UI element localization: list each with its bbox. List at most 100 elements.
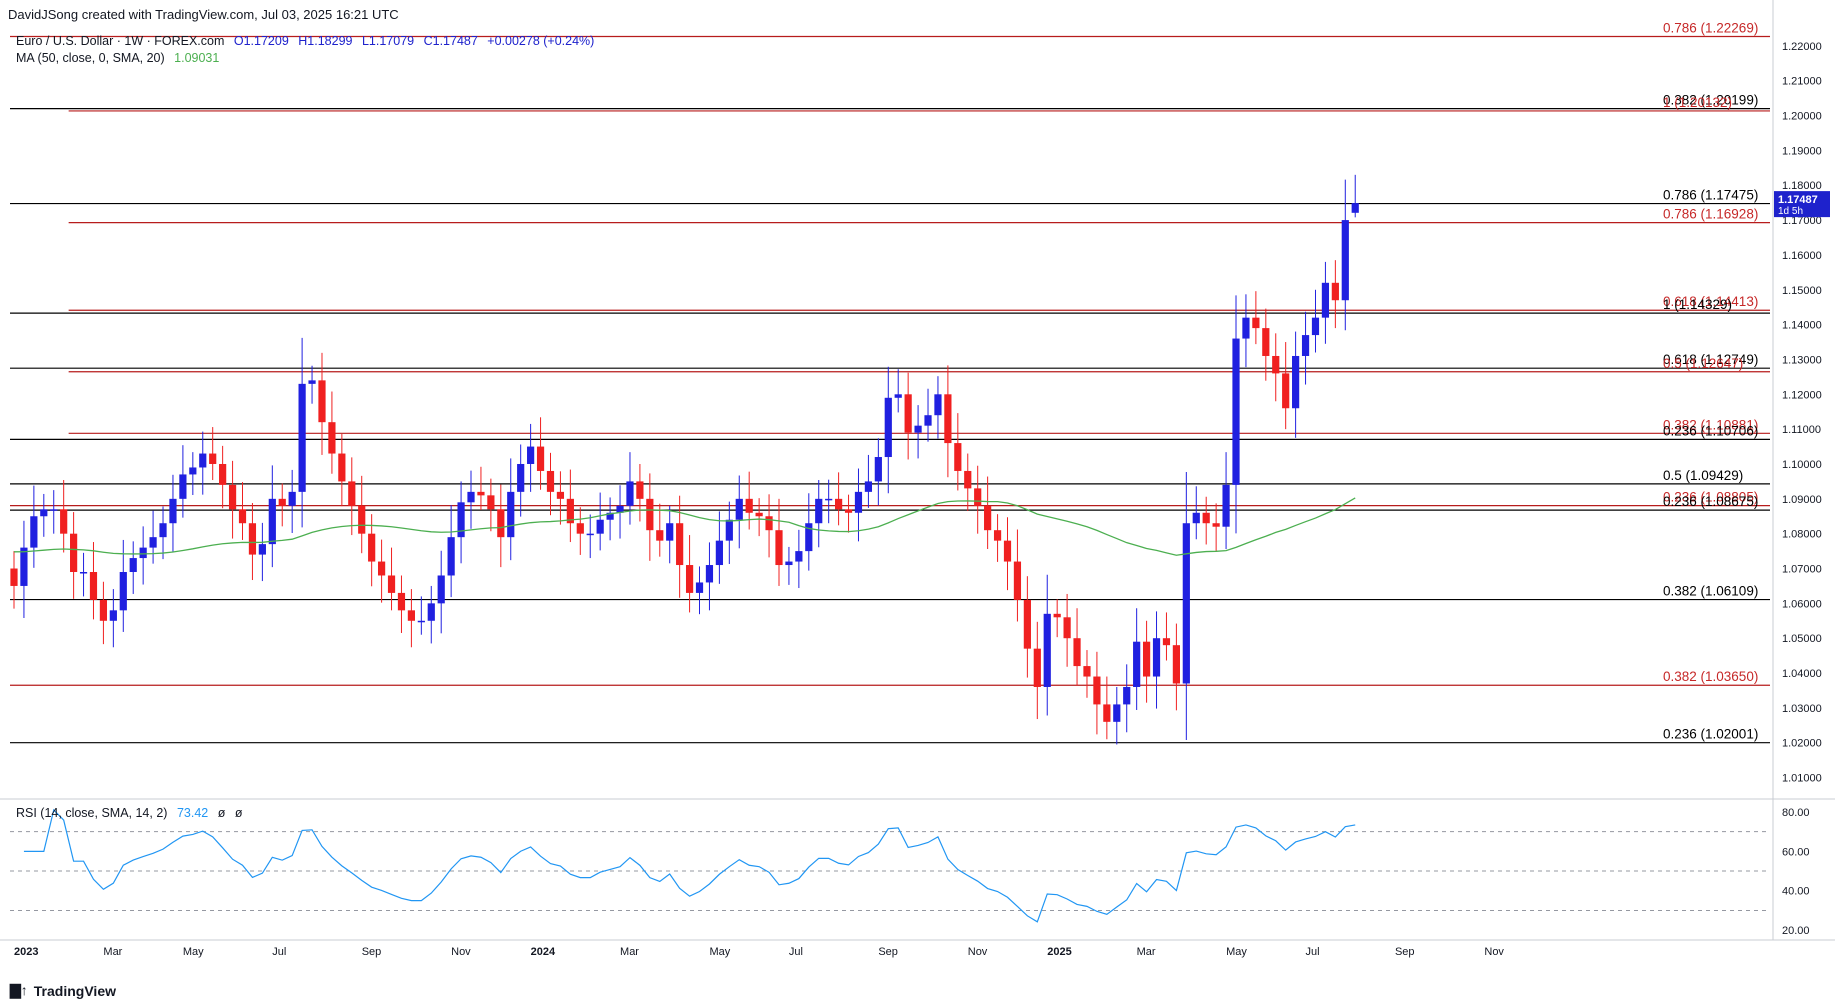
candle-body	[258, 544, 266, 555]
candle-body	[815, 498, 823, 524]
time-tick-label: Nov	[968, 946, 988, 958]
candle-body	[626, 481, 634, 506]
time-tick-label: 2025	[1047, 946, 1071, 958]
candle-body	[119, 572, 127, 611]
price-tick-label: 1.16000	[1782, 250, 1822, 262]
price-tick-label: 1.07000	[1782, 564, 1822, 576]
candle-body	[1252, 317, 1260, 329]
candle-body	[676, 523, 684, 566]
fib-level-label: 0.382 (1.06109)	[1663, 584, 1758, 599]
candle-body	[238, 509, 247, 524]
price-tick-label: 1.21000	[1782, 76, 1822, 88]
candle-body	[477, 491, 485, 496]
candle-body	[924, 415, 932, 426]
candle-body	[308, 380, 316, 384]
time-tick-label: Nov	[1484, 946, 1504, 958]
candle-body	[149, 537, 157, 548]
ohlc-open: O1.17209	[233, 34, 289, 48]
candle-body	[407, 610, 415, 621]
price-tick-label: 1.11000	[1782, 424, 1821, 436]
candle-body	[447, 537, 455, 576]
candle-body	[268, 498, 276, 545]
candle-body	[1123, 686, 1131, 705]
candle-body	[934, 394, 942, 416]
candle-body	[1242, 317, 1250, 339]
price-tick-label: 1.18000	[1782, 180, 1822, 192]
price-tick-label: 1.13000	[1782, 354, 1822, 366]
tradingview-logo[interactable]: ▇↑ TradingView	[10, 982, 116, 999]
candle-body	[984, 505, 992, 531]
time-tick-label: Sep	[1395, 946, 1415, 958]
fib-level-label: 0.382 (1.03650)	[1663, 669, 1758, 684]
candle-body	[715, 540, 723, 566]
candle-body	[199, 453, 207, 468]
time-tick-label: 2024	[531, 946, 556, 958]
candle-body	[79, 572, 88, 574]
tradingview-logo-icon: ▇↑	[10, 982, 28, 998]
candle-body	[695, 582, 704, 593]
candle-body	[1103, 704, 1111, 722]
fib-level-label: 0.786 (1.17475)	[1663, 188, 1758, 203]
candle-body	[50, 509, 58, 511]
candle-body	[616, 505, 624, 513]
time-tick-label: May	[709, 946, 730, 958]
candle-body	[60, 509, 68, 534]
fib-level-label: 0.236 (1.10706)	[1663, 423, 1758, 438]
candle-body	[30, 516, 38, 548]
rsi-extra-2: ø	[234, 806, 243, 820]
candle-body	[219, 463, 227, 485]
candle-body	[10, 568, 18, 586]
candle-body	[89, 572, 98, 600]
candle-body	[1013, 561, 1022, 600]
candle-body	[1152, 638, 1161, 677]
candle-body	[1321, 282, 1330, 318]
candle-body	[666, 523, 674, 541]
rsi-tick-label: 40.00	[1782, 886, 1810, 898]
candle-body	[228, 484, 237, 510]
candle-body	[1272, 355, 1280, 374]
candle-body	[954, 443, 962, 471]
fib-level-label: 0.382 (1.10881)	[1663, 417, 1758, 432]
rsi-label: RSI (14, close, SMA, 14, 2)	[16, 806, 168, 820]
candle-body	[318, 380, 326, 423]
candle-body	[139, 547, 147, 559]
candle-body	[993, 530, 1002, 541]
time-tick-label: Jul	[1306, 946, 1320, 958]
candle-body	[527, 446, 535, 464]
candle-body	[368, 533, 376, 562]
symbol-legend: Euro / U.S. Dollar · 1W · FOREX.com O1.1…	[16, 34, 600, 48]
fib-level-label: 0.236 (1.08675)	[1663, 494, 1758, 509]
candle-body	[1262, 328, 1270, 356]
candle-body	[685, 565, 694, 593]
fib-level-label: 1 (1.20132)	[1663, 95, 1732, 110]
candle-body	[1073, 638, 1081, 667]
candle-body	[606, 512, 614, 520]
candle-body	[755, 512, 763, 517]
time-tick-label: Mar	[620, 946, 639, 958]
author-credit: DavidJSong created with TradingView.com,…	[8, 7, 399, 22]
candle-body	[417, 620, 425, 623]
price-tick-label: 1.05000	[1782, 633, 1822, 645]
ma50-line	[13, 497, 1356, 556]
candle-body	[189, 467, 197, 475]
rsi-tick-label: 20.00	[1782, 925, 1810, 937]
time-tick-label: Nov	[451, 946, 471, 958]
candle-body	[1341, 220, 1349, 301]
candle-body	[179, 474, 187, 499]
fib-level-label: 0.236 (1.08805)	[1663, 490, 1758, 505]
price-tick-label: 1.10000	[1782, 459, 1822, 471]
candle-body	[338, 453, 346, 482]
candle-body	[358, 505, 366, 534]
candle-body	[745, 498, 753, 513]
candle-body	[1351, 203, 1359, 213]
ohlc-low: L1.17079	[361, 34, 415, 48]
candle-body	[1301, 335, 1310, 356]
candle-body	[536, 446, 545, 471]
candle-body	[844, 509, 853, 513]
candle-body	[884, 397, 892, 458]
candle-body	[964, 470, 972, 489]
candle-body	[705, 565, 714, 583]
price-tick-label: 1.06000	[1782, 598, 1822, 610]
candle-body	[278, 498, 286, 506]
